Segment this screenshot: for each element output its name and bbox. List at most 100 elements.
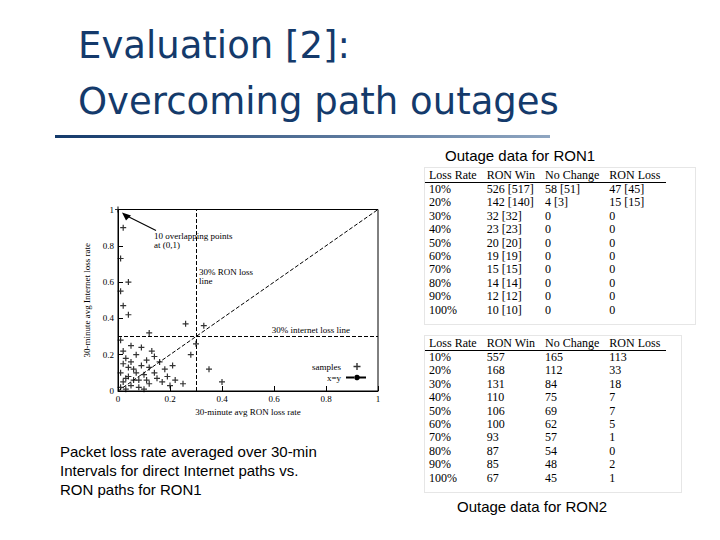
- html-text:10%: 10%: [429, 182, 451, 196]
- html-text:85: 85: [486, 457, 499, 472]
- svg-text:0.8: 0.8: [103, 241, 115, 251]
- html-text:RON Win: RON Win: [486, 336, 535, 350]
- html-text:20 [20]: 20 [20]: [486, 235, 522, 250]
- html-text:0: 0: [609, 302, 616, 317]
- html-text:33: 33: [609, 363, 622, 378]
- html-text:50%: 50%: [429, 235, 451, 250]
- html-text:70%: 70%: [429, 430, 451, 445]
- html-text:7: 7: [609, 390, 616, 405]
- html-text:12 [12]: 12 [12]: [486, 289, 522, 304]
- svg-text:30-minute avg Internet loss ra: 30-minute avg Internet loss rate: [82, 243, 92, 357]
- html-text:47 [45]: 47 [45]: [609, 182, 645, 196]
- html-text:165: 165: [545, 350, 563, 364]
- html-text:48: 48: [545, 457, 557, 472]
- html-text:0: 0: [609, 275, 616, 290]
- svg-text:0.8: 0.8: [320, 394, 332, 404]
- html-text:No Change: No Change: [545, 168, 600, 182]
- html-text:RON Loss: RON Loss: [609, 336, 661, 350]
- svg-text:0: 0: [110, 386, 115, 396]
- html-text:84: 84: [545, 376, 557, 391]
- html-text:0: 0: [609, 222, 616, 237]
- html-text:70%: 70%: [429, 262, 451, 277]
- html-text:Loss Rate: Loss Rate: [429, 168, 477, 182]
- html-text:90%: 90%: [429, 289, 451, 304]
- html-text:60%: 60%: [429, 417, 451, 431]
- html-text:20%: 20%: [429, 363, 451, 378]
- html-text:30%: 30%: [429, 376, 451, 391]
- html-text:112: 112: [545, 363, 563, 378]
- html-text:75: 75: [545, 390, 557, 405]
- html-text:131: 131: [486, 376, 505, 391]
- html-text:10 [10]: 10 [10]: [486, 302, 522, 317]
- html-text:45: 45: [545, 470, 557, 485]
- html-text:Outage data for RON1: Outage data for RON1: [445, 147, 596, 164]
- html-text:58 [51]: 58 [51]: [545, 182, 580, 196]
- svg-text:1: 1: [376, 394, 381, 404]
- html-text:7: 7: [609, 403, 616, 418]
- html-text:100%: 100%: [429, 470, 457, 485]
- html-text:60%: 60%: [429, 249, 451, 263]
- html-text:32 [32]: 32 [32]: [486, 208, 522, 223]
- svg-text:samples: samples: [312, 362, 341, 372]
- html-text:62: 62: [545, 417, 557, 431]
- html-text:RON Loss: RON Loss: [609, 168, 661, 182]
- html-text:20%: 20%: [429, 195, 451, 210]
- svg-text:0.2: 0.2: [164, 394, 175, 404]
- html-text:80%: 80%: [429, 275, 451, 290]
- svg-text:0.2: 0.2: [103, 350, 114, 360]
- html-text:113: 113: [609, 350, 627, 364]
- html-text:168: 168: [486, 363, 505, 378]
- html-text:23 [23]: 23 [23]: [486, 222, 522, 237]
- html-text:Packet loss rate averaged over: Packet loss rate averaged over 30-min In…: [60, 443, 317, 498]
- html-text:RON Win: RON Win: [486, 168, 535, 182]
- html-text:15 [15]: 15 [15]: [486, 262, 522, 277]
- html-text:4 [3]: 4 [3]: [545, 195, 568, 210]
- html-text:0: 0: [609, 235, 616, 250]
- html-text:0: 0: [609, 208, 616, 223]
- html-text:100%: 100%: [429, 302, 457, 317]
- html-text:87: 87: [486, 443, 499, 458]
- html-text:557: 557: [486, 350, 505, 364]
- html-text:50%: 50%: [429, 403, 451, 418]
- svg-text:30% RON loss: 30% RON loss: [199, 267, 253, 277]
- html-text:15 [15]: 15 [15]: [609, 195, 645, 210]
- html-text:30%: 30%: [429, 208, 451, 223]
- html-text:0: 0: [609, 289, 616, 304]
- html-text:93: 93: [486, 430, 499, 445]
- html-text:110: 110: [486, 390, 505, 405]
- html-text:80%: 80%: [429, 443, 451, 458]
- svg-text:line: line: [199, 276, 213, 286]
- html-text:142 [140]: 142 [140]: [486, 195, 534, 210]
- svg-text:1: 1: [110, 205, 115, 215]
- svg-text:10 overlapping points: 10 overlapping points: [154, 231, 233, 241]
- html-text:90%: 90%: [429, 457, 451, 472]
- svg-text:30-minute avg RON loss rate: 30-minute avg RON loss rate: [195, 407, 300, 417]
- svg-text:0.4: 0.4: [103, 313, 115, 323]
- html-text:54: 54: [545, 443, 557, 458]
- svg-text:0.6: 0.6: [268, 394, 280, 404]
- svg-text:x=y: x=y: [327, 373, 342, 383]
- html-text:100: 100: [486, 417, 505, 431]
- html-text:69: 69: [545, 403, 557, 418]
- svg-text:0.6: 0.6: [103, 277, 115, 287]
- html-text:Evaluation [2]: Overcoming pat: Evaluation [2]: Overcoming path outages: [78, 24, 559, 123]
- svg-text:0: 0: [116, 394, 121, 404]
- html-text:67: 67: [486, 470, 499, 485]
- svg-text:0.4: 0.4: [216, 394, 228, 404]
- html-text:40%: 40%: [429, 222, 451, 237]
- html-text:Loss Rate: Loss Rate: [429, 336, 477, 350]
- html-text:10%: 10%: [429, 350, 451, 364]
- html-text:0: 0: [609, 249, 616, 263]
- html-text:19 [19]: 19 [19]: [486, 249, 522, 263]
- html-text:526 [517]: 526 [517]: [486, 182, 534, 196]
- html-text:14 [14]: 14 [14]: [486, 275, 522, 290]
- html-text:40%: 40%: [429, 390, 451, 405]
- html-text:No Change: No Change: [545, 336, 600, 350]
- html-text:106: 106: [486, 403, 505, 418]
- html-text:0: 0: [609, 262, 616, 277]
- html-text:18: 18: [609, 376, 622, 391]
- html-text:57: 57: [545, 430, 557, 445]
- html-text:Outage data for RON2: Outage data for RON2: [457, 498, 608, 515]
- svg-text:30% internet loss line: 30% internet loss line: [272, 325, 350, 335]
- svg-text:at (0,1): at (0,1): [154, 240, 180, 250]
